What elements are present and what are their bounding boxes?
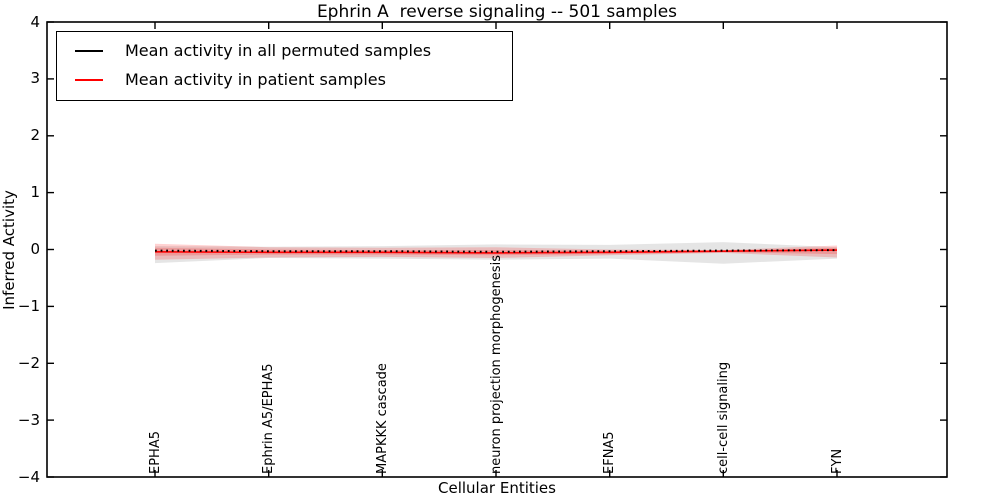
legend-item: Mean activity in all permuted samples xyxy=(75,36,512,65)
x-tick-label: Ephrin A5/EPHA5 xyxy=(261,363,277,474)
y-tick-label: 4 xyxy=(30,12,40,31)
legend-rows: Mean activity in all permuted samples Mea… xyxy=(75,36,512,94)
x-tick-label: cell-cell signaling xyxy=(715,361,731,474)
x-tick-label: EFNA5 xyxy=(602,431,618,474)
x-axis-label: Cellular Entities xyxy=(438,479,556,497)
y-tick-label: 1 xyxy=(30,183,40,202)
x-tick-label: FYN xyxy=(829,448,845,474)
legend-item: Mean activity in patient samples xyxy=(75,65,512,94)
x-tick-label: EPHA5 xyxy=(147,431,163,474)
patient-band-inner xyxy=(155,247,837,256)
x-tick-label: MAPKKK cascade xyxy=(374,363,390,474)
legend-label: Mean activity in patient samples xyxy=(125,70,386,89)
permuted-mean-line xyxy=(154,249,838,253)
chart-title: Ephrin A reverse signaling -- 501 sample… xyxy=(316,2,678,22)
y-tick-label: 0 xyxy=(30,240,40,258)
legend-label: Mean activity in all permuted samples xyxy=(125,41,432,60)
y-tick-label: −2 xyxy=(17,353,40,372)
y-tick-label: −1 xyxy=(17,296,40,315)
legend-line-swatch xyxy=(75,78,103,81)
patient-mean-line xyxy=(154,249,838,254)
patient-band-outer xyxy=(155,243,837,260)
y-tick-label: 2 xyxy=(30,126,40,145)
legend-line-swatch xyxy=(75,49,103,52)
x-tick-label: neuron projection morphogenesis xyxy=(488,255,504,474)
y-tick-label: −3 xyxy=(17,410,40,429)
legend: Mean activity in all permuted samples Mea… xyxy=(56,31,513,101)
y-axis-label: Inferred Activity xyxy=(0,190,18,310)
y-tick-label: −4 xyxy=(17,467,40,486)
y-tick-label: 3 xyxy=(30,69,40,88)
